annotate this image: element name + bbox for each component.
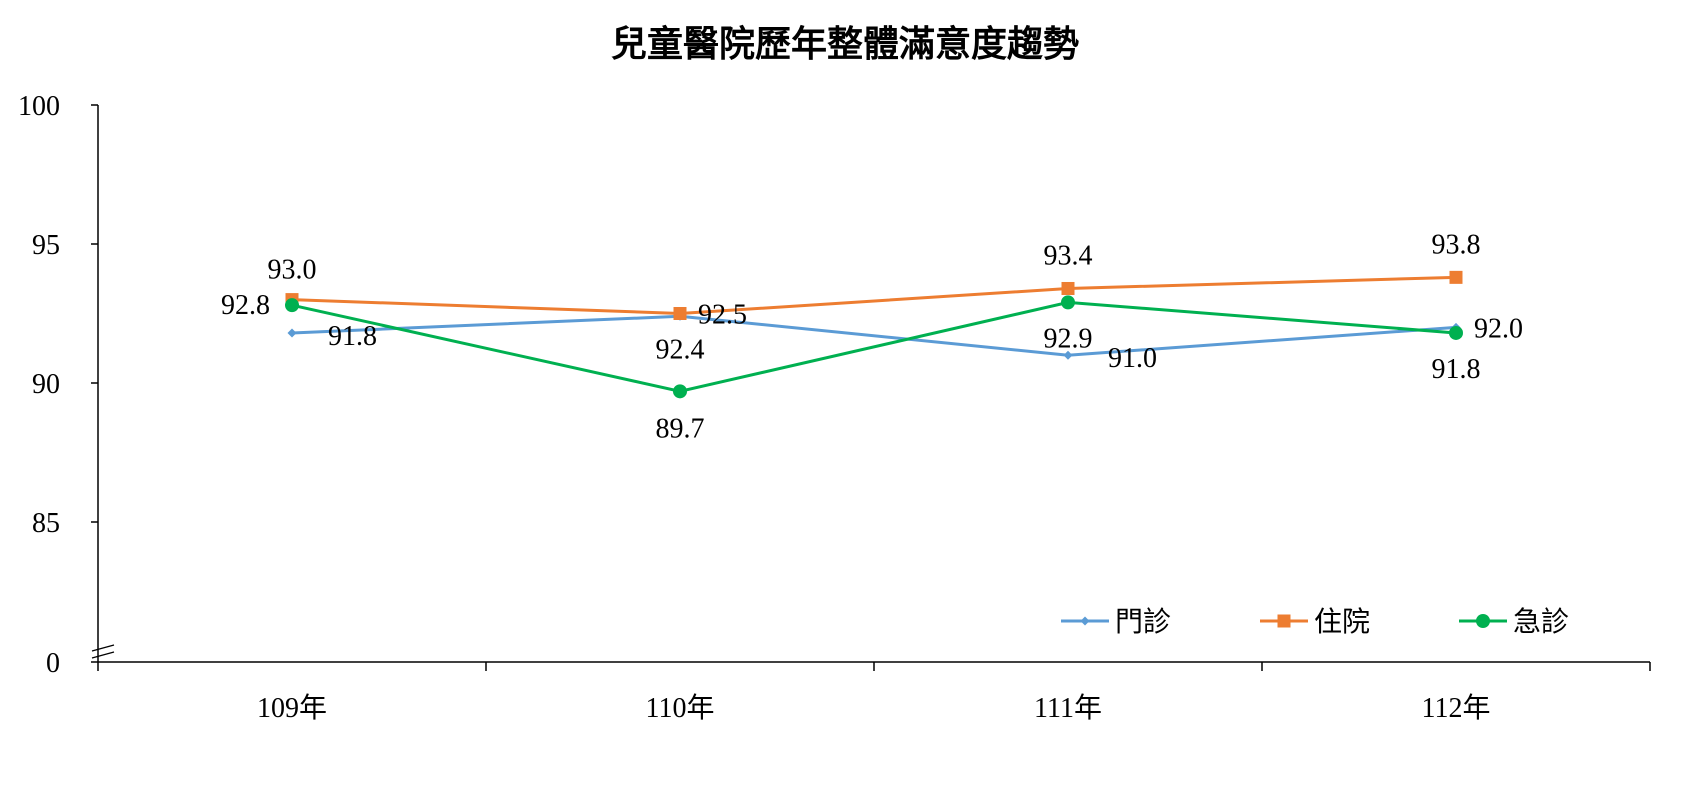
- data-label: 93.0: [268, 255, 317, 286]
- legend-item-inpatient: 住院: [1260, 605, 1370, 638]
- y-tick-label: 100: [18, 91, 60, 122]
- data-label: 93.8: [1432, 229, 1481, 260]
- data-label: 92.5: [698, 300, 747, 331]
- data-point-inpatient: [1449, 270, 1463, 284]
- x-tick-label: 110年: [646, 692, 715, 724]
- y-axis-break: [91, 644, 115, 659]
- data-label: 92.9: [1044, 323, 1093, 354]
- y-tick-label: 85: [32, 508, 60, 539]
- data-point-emergency: [285, 298, 299, 313]
- data-point-emergency: [1061, 295, 1075, 310]
- data-label: 93.4: [1044, 240, 1093, 271]
- data-label: 89.7: [656, 413, 705, 444]
- x-ticks: 109年 110年 111年 112年: [97, 662, 1651, 724]
- y-ticks: 100 95 90 85 0: [18, 91, 98, 679]
- data-point-outpatient: [1063, 350, 1073, 360]
- data-point-inpatient: [1061, 281, 1075, 295]
- data-label: 91.0: [1108, 343, 1157, 374]
- data-label: 92.0: [1474, 313, 1523, 344]
- series-line-inpatient: [291, 275, 1457, 316]
- legend-item-emergency: 急診: [1459, 605, 1569, 638]
- data-label: 91.8: [1432, 354, 1481, 385]
- legend-marker: [1277, 614, 1291, 628]
- data-point-inpatient: [673, 307, 687, 320]
- y-tick-label: 95: [32, 230, 60, 261]
- series-lines: [291, 275, 1457, 393]
- legend: 門診 住院 急診: [1061, 605, 1569, 638]
- y-tick-label: 90: [32, 369, 60, 400]
- series-line-outpatient: [291, 314, 1457, 357]
- axes: [91, 105, 1650, 663]
- y-tick-label: 0: [46, 648, 60, 679]
- legend-label: 住院: [1314, 605, 1370, 638]
- data-label: 91.8: [328, 321, 377, 352]
- x-tick-label: 111年: [1034, 692, 1102, 724]
- legend-label: 門診: [1115, 605, 1171, 638]
- data-labels: 91.8 92.4 91.0 92.0 93.0 92.5 93.4 93.8 92.8 89.7…: [221, 229, 1523, 444]
- x-tick-label: 112年: [1422, 692, 1491, 724]
- data-label: 92.4: [656, 334, 705, 365]
- x-tick-label: 109年: [257, 692, 327, 724]
- chart-title: 兒童醫院歷年整體滿意度趨勢: [611, 23, 1079, 65]
- legend-label: 急診: [1513, 605, 1569, 638]
- data-point-emergency: [673, 384, 687, 399]
- series-line-emergency: [291, 300, 1457, 393]
- data-point-emergency: [1449, 325, 1463, 340]
- data-point-outpatient: [287, 328, 297, 338]
- legend-marker: [1080, 616, 1090, 626]
- legend-item-outpatient: 門診: [1061, 605, 1171, 638]
- data-label: 92.8: [221, 290, 270, 321]
- series-markers: [285, 270, 1463, 399]
- legend-marker: [1476, 614, 1490, 628]
